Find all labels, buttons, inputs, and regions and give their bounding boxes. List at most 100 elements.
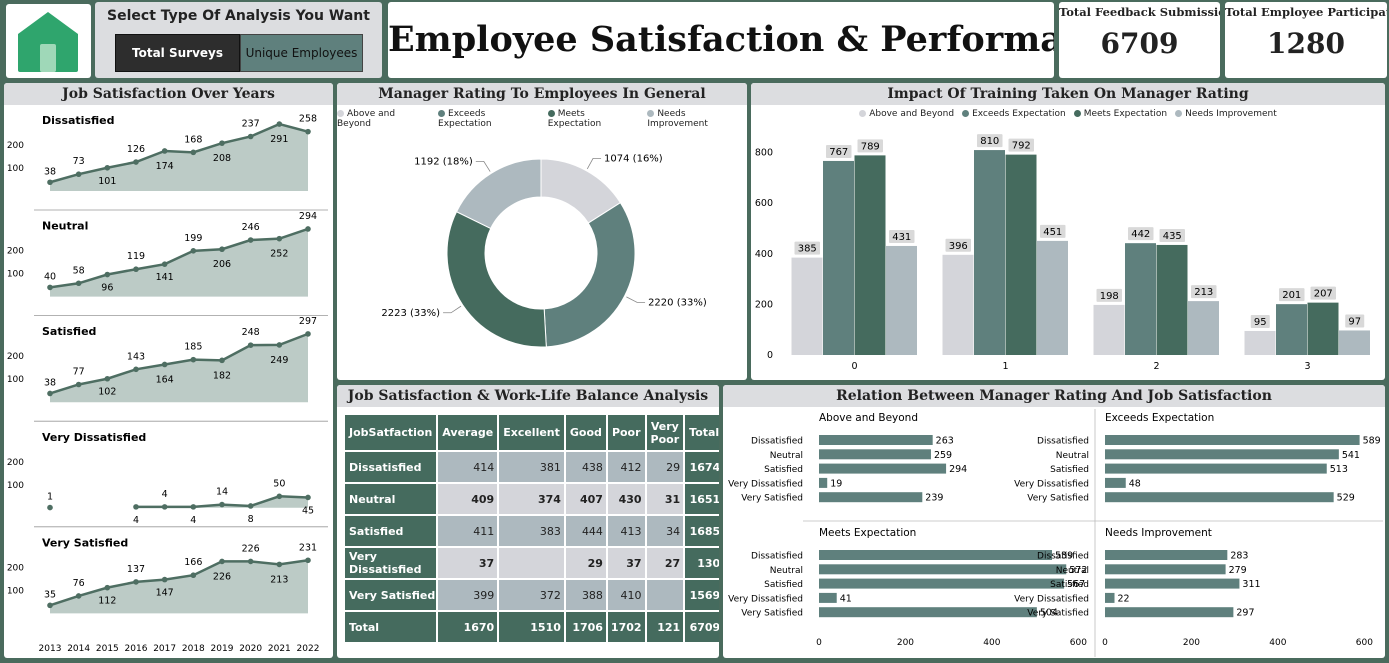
job-satisfaction-area-chart: Dissatisfied 100 200 38 73 101 126 174 168 208 237… xyxy=(7,114,328,654)
area-xtick-2013: 2013 xyxy=(39,644,62,654)
bar-label-bg xyxy=(857,139,883,153)
donut-slice-needs-improvement xyxy=(455,158,542,230)
bar-data-label: 213 xyxy=(1194,287,1213,298)
area-point-very-dissatisfied xyxy=(305,494,311,501)
area-data-label: 237 xyxy=(242,118,260,129)
hbar-data-label: 259 xyxy=(934,450,952,461)
bar-label-bg xyxy=(826,144,852,158)
area-data-label: 4 xyxy=(190,515,196,526)
bar-data-label: 207 xyxy=(1314,289,1333,300)
area-data-label: 168 xyxy=(184,134,202,145)
bar-label-bg xyxy=(1345,314,1365,328)
matrix-column-header: Very Poor xyxy=(644,413,686,452)
area-data-label: 112 xyxy=(98,596,116,607)
manager-rating-legend: Above and Beyond Exceeds Expectation Meets… xyxy=(337,105,747,129)
area-data-label: 226 xyxy=(213,571,231,582)
area-data-label: 141 xyxy=(156,272,174,283)
matrix-row-label: Very Dissatisfied xyxy=(342,546,439,580)
relation-title: Relation Between Manager Rating And Job … xyxy=(723,385,1385,407)
matrix-cell xyxy=(644,578,686,612)
matrix-cell: 130 xyxy=(683,546,719,580)
bar-data-label: 95 xyxy=(1254,317,1267,328)
legend-swatch xyxy=(547,110,555,117)
area-point-satisfied xyxy=(305,331,311,337)
matrix-cell: 383 xyxy=(497,514,566,548)
legend-swatch xyxy=(962,110,970,117)
bar-xtick-1: 1 xyxy=(1002,361,1008,372)
hbar-xtick: 400 xyxy=(1269,638,1286,648)
legend-label: Exceeds Expectation xyxy=(972,109,1066,119)
area-data-label: 76 xyxy=(73,578,85,589)
area-point-dissatisfied xyxy=(276,121,283,127)
area-data-label: 185 xyxy=(184,342,202,353)
donut-leader-line xyxy=(626,296,646,303)
area-data-label: 246 xyxy=(242,222,260,233)
bar-data-label: 97 xyxy=(1348,316,1361,327)
legend-label: Above and Beyond xyxy=(869,109,955,119)
area-data-label: 38 xyxy=(44,166,56,177)
hbar-category-label: Neutral xyxy=(1056,451,1089,461)
area-line-dissatisfied xyxy=(49,122,309,184)
kpi-employees-card: Total Employee Participated 1280 xyxy=(1225,2,1387,78)
area-ytick: 100 xyxy=(7,270,24,280)
area-xtick-2022: 2022 xyxy=(297,644,320,654)
area-data-label: 206 xyxy=(213,259,231,270)
legend-swatch xyxy=(337,110,344,117)
bar-needs-improvement-1 xyxy=(1037,240,1068,355)
area-data-label: 40 xyxy=(44,271,56,282)
hbar-xtick: 600 xyxy=(1070,638,1087,648)
worklife-matrix-panel: Job Satisfaction & Work-Life Balance Ana… xyxy=(337,385,719,658)
unique-employees-button[interactable]: Unique Employees xyxy=(240,34,363,72)
area-point-neutral xyxy=(161,261,168,267)
bar-label-bg xyxy=(1159,228,1185,242)
area-point-dissatisfied xyxy=(219,140,225,146)
logo-panel xyxy=(6,4,91,78)
hbar-category-label: Very Dissatisfied xyxy=(1014,594,1089,604)
area-data-label: 231 xyxy=(299,542,317,553)
area-point-very-dissatisfied xyxy=(190,504,197,510)
bar-above-and-beyond-1 xyxy=(942,254,974,355)
legend-label: Meets Expectation xyxy=(1083,109,1168,119)
legend-swatch xyxy=(1073,110,1081,117)
area-point-satisfied xyxy=(219,357,225,364)
matrix-column-header: JobSatfaction xyxy=(342,413,439,452)
donut-data-label: 2220 (33%) xyxy=(648,297,707,308)
hbar-category-label: Neutral xyxy=(1056,566,1089,576)
hbar-meets-expectation-satisfied xyxy=(819,578,1065,589)
hbar-data-label: 22 xyxy=(1118,593,1130,604)
hbar-category-label: Neutral xyxy=(770,451,803,461)
bar-above-and-beyond-3 xyxy=(1244,330,1276,355)
hbar-data-label: 294 xyxy=(949,464,967,475)
area-data-label: 45 xyxy=(302,505,314,516)
matrix-total-cell: 1670 xyxy=(436,610,500,644)
bar-ytick: 0 xyxy=(767,350,773,361)
relation-panel: Relation Between Manager Rating And Job … xyxy=(723,385,1385,658)
hbar-above-and-beyond-dissatisfied xyxy=(819,435,933,445)
area-ytick: 200 xyxy=(7,352,24,362)
matrix-cell: 438 xyxy=(563,450,608,484)
hbar-exceeds-expectation-neutral xyxy=(1105,449,1339,460)
hbar-data-label: 567 xyxy=(1067,579,1085,590)
bar-meets-expectation-1 xyxy=(1005,154,1037,355)
hbar-category-label: Dissatisfied xyxy=(1037,437,1089,447)
bar-needs-improvement-0 xyxy=(886,245,917,355)
hbar-data-label: 297 xyxy=(1236,608,1254,619)
bar-xtick-3: 3 xyxy=(1304,361,1310,372)
area-point-very-dissatisfied xyxy=(276,493,283,500)
matrix-column-header: Average xyxy=(436,413,500,452)
hbar-data-label: 529 xyxy=(1337,493,1355,504)
area-data-label: 58 xyxy=(73,265,85,276)
bar-label-bg xyxy=(1096,288,1122,302)
matrix-cell: 414 xyxy=(436,450,500,484)
matrix-cell: 29 xyxy=(644,450,686,484)
home-icon xyxy=(18,12,78,72)
hbar-category-label: Satisfied xyxy=(764,580,803,590)
matrix-cell: 31 xyxy=(644,482,686,516)
area-point-neutral xyxy=(190,248,197,254)
area-ytick: 100 xyxy=(7,164,24,174)
area-point-very-satisfied xyxy=(47,602,53,609)
area-ytick: 200 xyxy=(7,563,24,573)
hbar-category-label: Satisfied xyxy=(1050,580,1089,590)
area-point-very-satisfied xyxy=(276,561,283,568)
total-surveys-button[interactable]: Total Surveys xyxy=(115,34,240,72)
